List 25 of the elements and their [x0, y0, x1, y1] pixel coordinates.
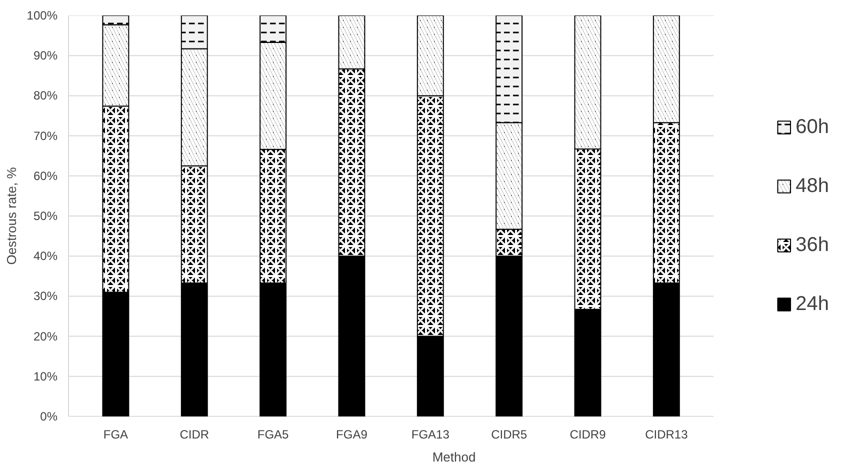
y-tick-label: 20%	[33, 329, 58, 344]
x-tick-label: FGA5	[257, 428, 290, 442]
y-tick-label: 90%	[33, 48, 58, 63]
x-tick-label: CIDR13	[645, 428, 688, 442]
x-tick-label: CIDR9	[570, 428, 606, 442]
legend-label: 24h	[796, 292, 829, 316]
y-tick-label: 10%	[33, 369, 58, 384]
x-tick-label: FGA13	[411, 428, 450, 442]
legend-label: 48h	[796, 174, 829, 198]
x-tick-label: FGA9	[336, 428, 368, 442]
y-tick-label: 0%	[40, 410, 58, 424]
y-tick-label: 80%	[33, 88, 58, 103]
legend-label: 36h	[796, 234, 829, 256]
y-tick-label: 40%	[33, 249, 58, 264]
legend-label: 60h	[796, 116, 829, 138]
y-tick-label: 70%	[33, 128, 58, 143]
y-axis-title: Oestrous rate, %	[4, 166, 19, 265]
x-axis-title: Method	[432, 450, 476, 464]
y-tick-label: 30%	[33, 289, 58, 304]
y-tick-label: 50%	[33, 209, 58, 223]
y-tick-label: 100%	[26, 8, 58, 22]
x-tick-label: CIDR5	[491, 428, 528, 442]
x-tick-label: CIDR	[180, 428, 210, 442]
y-tick-label: 60%	[33, 168, 58, 183]
x-tick-label: FGA	[103, 428, 128, 442]
